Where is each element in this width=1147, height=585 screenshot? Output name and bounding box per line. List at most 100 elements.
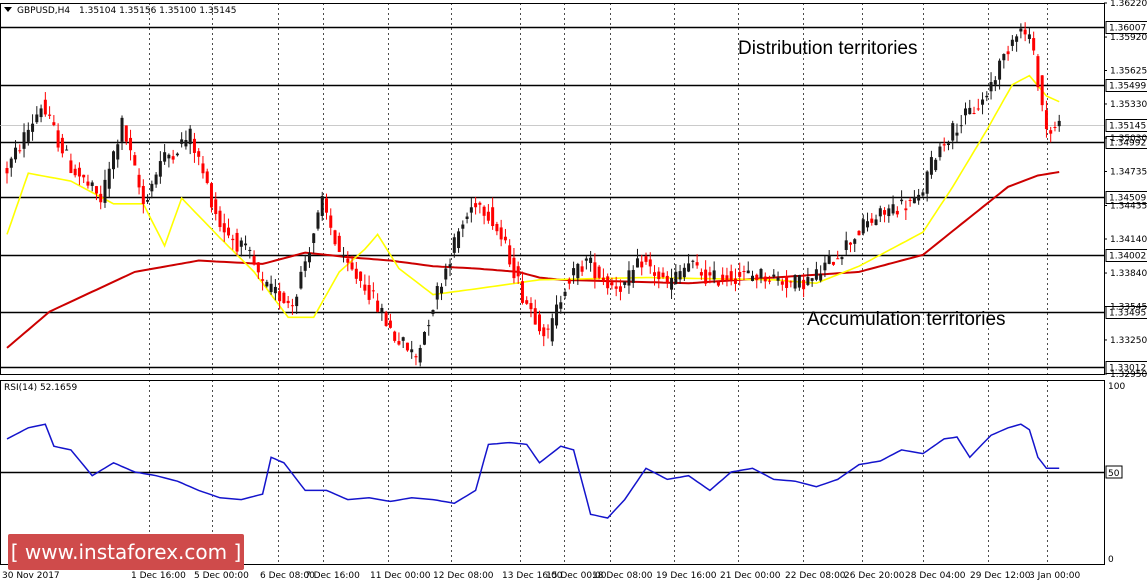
candle-body	[303, 261, 307, 271]
candle-body	[644, 256, 648, 262]
candle-body	[768, 280, 772, 282]
candle-body	[350, 262, 354, 270]
candle-body	[883, 210, 887, 215]
candle-body	[836, 258, 840, 260]
candle-body	[525, 300, 529, 304]
candle-body	[388, 320, 392, 328]
candle-body	[580, 266, 584, 272]
price-tick-label: 1.32950	[1110, 370, 1147, 380]
candle-body	[235, 232, 239, 252]
candle-body	[175, 153, 179, 156]
candle-body	[52, 122, 56, 126]
candle-body	[512, 257, 516, 279]
candle-body	[171, 156, 175, 160]
price-tick-label: 1.33840	[1110, 269, 1147, 279]
vertical-gridlines	[149, 3, 1048, 564]
candle-body	[925, 171, 929, 194]
level-tag-label: 1.33012	[1109, 364, 1146, 374]
candle-body	[474, 203, 478, 208]
candle-body	[26, 129, 30, 142]
candle-body	[256, 262, 260, 273]
candle-body	[627, 270, 631, 286]
candle-body	[286, 300, 290, 304]
candle-body	[691, 260, 695, 262]
dropdown-triangle-icon[interactable]	[4, 7, 12, 12]
candle-body	[614, 286, 618, 289]
candle-body	[976, 108, 980, 110]
candle-body	[853, 239, 857, 244]
candle-body	[495, 223, 499, 232]
candle-body	[981, 99, 985, 105]
candle-body	[934, 159, 938, 171]
candle-body	[201, 163, 205, 174]
candle-body	[904, 208, 908, 211]
candle-body	[661, 272, 665, 278]
candle-body	[150, 183, 154, 192]
candle-body	[959, 125, 963, 127]
candle-body	[695, 262, 699, 266]
candle-body	[908, 199, 912, 201]
candle-body	[90, 182, 94, 186]
candle-body	[452, 237, 456, 253]
candle-body	[776, 277, 780, 281]
candle-body	[938, 146, 942, 158]
candle-body	[393, 331, 397, 341]
candle-body	[640, 261, 644, 268]
candle-body	[623, 281, 627, 285]
candle-body	[48, 114, 52, 116]
x-tick-label: 7 Dec 16:00	[305, 571, 360, 581]
candle-body	[942, 144, 946, 146]
candle-body	[648, 259, 652, 267]
candle-body	[137, 174, 141, 188]
candle-body	[840, 257, 844, 260]
candle-body	[793, 274, 797, 289]
current-price-label: 1.35145	[1109, 122, 1146, 132]
candle-body	[499, 227, 503, 240]
level-tag	[1105, 79, 1147, 92]
candle-body	[1040, 75, 1044, 106]
moving-averages	[6, 74, 1060, 349]
candle-body	[555, 304, 559, 326]
candle-body	[329, 215, 333, 228]
candle-body	[261, 279, 265, 281]
level-tag-label: 1.35499	[1109, 82, 1146, 92]
price-tick-label: 1.36220	[1110, 0, 1147, 9]
candle-body	[827, 255, 831, 264]
candle-body	[124, 125, 128, 142]
candle-body	[5, 168, 9, 174]
candle-body	[410, 349, 414, 353]
candle-body	[252, 256, 256, 265]
rsi-50-tag	[1105, 465, 1123, 479]
candle-body	[878, 208, 882, 217]
candle-body	[435, 286, 439, 300]
candle-body	[384, 312, 388, 326]
candle-body	[538, 314, 541, 332]
x-tick-label: 11 Dec 00:00	[370, 571, 431, 581]
candle-body	[759, 269, 763, 278]
candle-body	[337, 235, 341, 253]
ohlc-values: 1.35104 1.35156 1.35100 1.35145	[79, 6, 236, 16]
candle-body	[516, 266, 520, 277]
instaforex-logo: [ www.instaforex.com ]	[8, 534, 244, 570]
price-tick-label: 1.35920	[1110, 33, 1147, 43]
candle-body	[1023, 29, 1027, 35]
candle-body	[9, 158, 13, 168]
candle-body	[60, 137, 64, 154]
level-tag	[1105, 136, 1147, 149]
candle-body	[231, 238, 235, 241]
candle-body	[116, 144, 120, 160]
price-tick-label: 1.35030	[1110, 134, 1147, 144]
candle-body	[39, 108, 43, 118]
level-tag	[1105, 21, 1147, 34]
candle-body	[205, 171, 209, 183]
candle-body	[912, 197, 916, 204]
candle-body	[708, 272, 712, 276]
candle-body	[763, 276, 767, 282]
candle-body	[299, 271, 303, 289]
candle-body	[94, 186, 98, 194]
candle-body	[789, 281, 793, 283]
candle-body	[857, 230, 861, 236]
candle-body	[1049, 130, 1053, 134]
candle-body	[154, 174, 158, 185]
candle-body	[567, 279, 571, 284]
